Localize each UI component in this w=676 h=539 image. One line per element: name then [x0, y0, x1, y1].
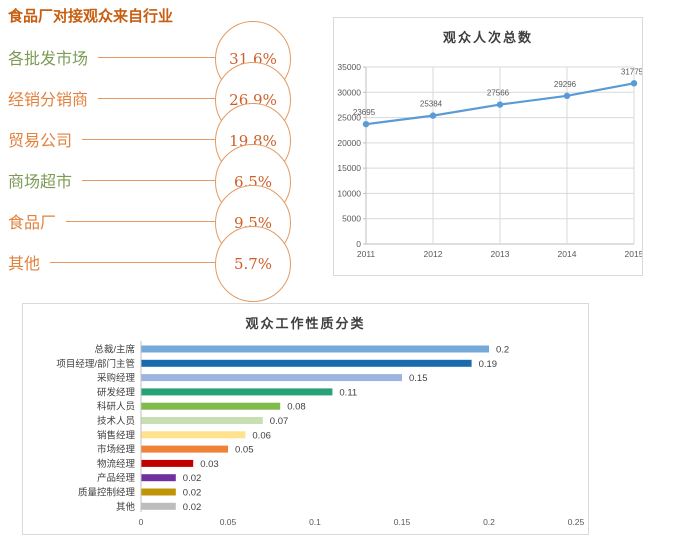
data-point [362, 120, 370, 128]
category-label: 其他 [116, 501, 136, 513]
y-axis-label: 10000 [337, 188, 361, 198]
category-label: 物流经理 [97, 458, 136, 470]
bar [141, 417, 263, 424]
data-point [429, 112, 437, 119]
bar [141, 402, 281, 410]
y-axis-label: 30000 [337, 87, 361, 97]
bar [141, 502, 176, 510]
value-label: 0.11 [339, 387, 357, 398]
category-label: 项目经理/部门主管 [56, 358, 135, 370]
job-category-bar-chart-panel: 观众工作性质分类 总裁/主席 0.2 项目经理/部门主管 0.19 采购经理 0.15 研发… [22, 303, 589, 535]
category-label: 科研人员 [97, 401, 135, 413]
value-label: 0.03 [200, 459, 219, 470]
leader-line [98, 97, 216, 99]
y-axis-label: 20000 [337, 138, 361, 148]
industry-label: 食品厂 [8, 215, 57, 232]
data-point [496, 101, 504, 108]
leader-line [66, 220, 216, 222]
category-label: 市场经理 [97, 444, 136, 456]
data-label: 23695 [353, 108, 376, 117]
industry-row: 各批发市场 [8, 46, 216, 68]
industry-breakdown-diagram: 食品厂对接观众来自行业 各批发市场 经销分销商 贸易公司 商场超市 食品厂 其他 31.6%… [0, 0, 332, 302]
leader-line [98, 56, 216, 58]
value-label: 0.2 [496, 345, 509, 356]
x-axis-label: 0.25 [568, 517, 585, 527]
value-label: 0.19 [479, 359, 498, 370]
x-axis-label: 2014 [558, 249, 577, 259]
x-axis-label: 0.05 [220, 517, 237, 527]
bar [141, 459, 194, 467]
bar [141, 345, 489, 353]
value-label: 0.15 [409, 373, 428, 384]
x-axis-label: 2013 [491, 249, 510, 259]
bar [141, 474, 176, 482]
y-axis-label: 5000 [342, 214, 361, 224]
industry-label: 贸易公司 [8, 133, 73, 150]
industry-breakdown-title: 食品厂对接观众来自行业 [8, 8, 174, 25]
industry-label: 其他 [8, 256, 41, 273]
y-axis-label: 35000 [337, 62, 361, 72]
bar [141, 374, 402, 382]
data-label: 31775 [621, 67, 642, 76]
category-label: 技术人员 [97, 415, 135, 427]
bar-chart-title: 观众工作性质分类 [245, 316, 366, 331]
leader-line [82, 179, 216, 181]
visitor-total-line-chart-panel: 观众人次总数 0 5000 10000 15000 20000 25000 30000 350… [333, 17, 643, 276]
data-label: 25384 [420, 100, 443, 109]
value-label: 0.05 [235, 445, 254, 456]
leader-line [50, 261, 216, 263]
bar-chart-plot: 总裁/主席 0.2 项目经理/部门主管 0.19 采购经理 0.15 研发经理 0.11 科研人… [56, 341, 585, 527]
bar [141, 359, 472, 367]
x-axis-label: 2011 [357, 249, 376, 259]
line-chart-plot: 0 5000 10000 15000 20000 25000 30000 35000 2011 2… [337, 62, 642, 259]
category-label: 销售经理 [97, 429, 136, 441]
industry-row: 经销分销商 [8, 87, 216, 109]
y-axis-label: 15000 [337, 163, 361, 173]
data-point [630, 80, 638, 87]
value-label: 0.02 [183, 473, 202, 484]
value-label: 0.02 [183, 502, 202, 513]
value-label: 0.07 [270, 416, 289, 427]
bar [141, 445, 228, 453]
bar [141, 431, 246, 439]
category-label: 研发经理 [97, 386, 136, 398]
category-label: 采购经理 [97, 372, 136, 384]
x-axis-label: 2012 [424, 249, 443, 259]
data-label: 29296 [554, 80, 577, 89]
value-label: 0.02 [183, 488, 202, 499]
industry-label: 经销分销商 [8, 92, 89, 109]
x-axis-label: 0 [139, 517, 144, 527]
bar [141, 388, 333, 396]
x-axis-label: 0.2 [483, 517, 495, 527]
data-label: 27566 [487, 89, 510, 98]
bar [141, 488, 176, 496]
industry-row: 其他 [8, 251, 216, 273]
industry-value-circle: 5.7% [215, 226, 291, 302]
line-chart-title: 观众人次总数 [442, 30, 533, 45]
industry-label: 商场超市 [8, 174, 73, 191]
value-label: 0.08 [287, 402, 306, 413]
category-label: 质量控制经理 [78, 487, 136, 499]
data-point [563, 92, 571, 100]
category-label: 产品经理 [97, 472, 136, 484]
x-axis-label: 0.1 [309, 517, 321, 527]
y-axis-label: 0 [356, 239, 361, 249]
industry-label: 各批发市场 [8, 51, 89, 68]
x-axis-label: 2015 [625, 249, 642, 259]
value-label: 0.06 [252, 430, 271, 441]
x-axis-label: 0.15 [394, 517, 411, 527]
y-axis-label: 25000 [337, 113, 361, 123]
category-label: 总裁/主席 [94, 344, 135, 356]
industry-row: 商场超市 [8, 169, 216, 191]
industry-row: 贸易公司 [8, 128, 216, 150]
leader-line [82, 138, 216, 140]
industry-row: 食品厂 [8, 210, 216, 232]
